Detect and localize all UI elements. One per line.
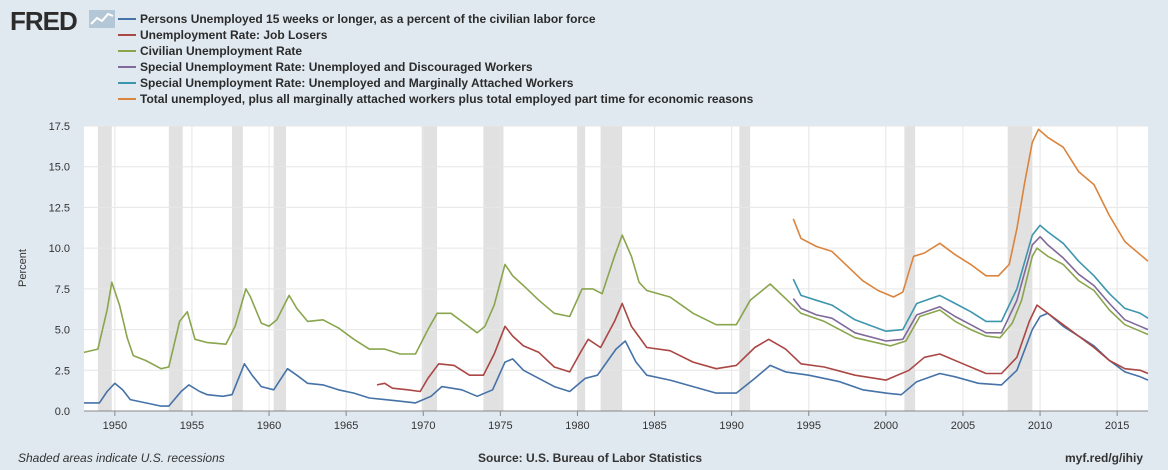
recession-band [577,126,586,411]
legend-item[interactable]: Total unemployed, plus all marginally at… [118,91,753,107]
legend-label: Civilian Unemployment Rate [140,44,303,58]
legend-item[interactable]: Civilian Unemployment Rate [118,43,753,59]
recession-shading [97,126,1033,411]
x-tick-label: 2005 [951,420,975,432]
x-tick-label: 1985 [642,420,666,432]
x-tick-label: 1955 [180,420,204,432]
recession-band [168,126,183,411]
source-text: Source: U.S. Bureau of Labor Statistics [478,451,703,465]
logo-text: FRED [10,6,78,36]
series-line [792,235,1149,342]
x-tick-label: 1950 [103,420,127,432]
x-tick-label: 1975 [488,420,512,432]
x-tick-label: 2015 [1105,420,1129,432]
legend-swatch [118,81,136,84]
chart-legend: Persons Unemployed 15 weeks or longer, a… [118,11,753,107]
legend-item[interactable]: Special Unemployment Rate: Unemployed an… [118,59,753,75]
y-tick-label: 10.0 [49,243,70,255]
series-line [83,234,1149,370]
legend-swatch [118,97,136,100]
legend-swatch [118,17,136,20]
legend-label: Total unemployed, plus all marginally at… [140,92,754,106]
series-lines [83,128,1149,407]
recession-band [273,126,287,411]
recession-band [739,126,751,411]
y-tick-label: 7.5 [55,284,70,296]
short-link[interactable]: myf.red/g/ihiy [1064,451,1143,465]
series-line [792,128,1149,298]
x-tick-label: 1980 [565,420,589,432]
recession-band [421,126,438,411]
x-tick-label: 1970 [411,420,435,432]
recession-band [483,126,504,411]
legend-swatch [118,33,136,36]
y-tick-label: 15.0 [49,162,70,174]
legend-label: Special Unemployment Rate: Unemployed an… [140,60,533,74]
recession-band [600,126,623,411]
series-line [376,302,1149,393]
x-tick-label: 1995 [797,420,821,432]
chart-canvas: 0.0 2.5 5.0 7.5 10.0 12.5 15.0 17.5 1950 1955 1960… [17,121,1149,432]
x-tick-label: 2010 [1028,420,1052,432]
y-tick-label: 0.0 [55,406,70,418]
legend-label: Persons Unemployed 15 weeks or longer, a… [140,12,596,26]
y-tick-label: 2.5 [55,365,70,377]
fred-logo[interactable]: FRED [10,6,118,36]
recession-band [97,126,112,411]
recession-band [232,126,243,411]
legend-swatch [118,49,136,52]
legend-item[interactable]: Persons Unemployed 15 weeks or longer, a… [118,11,753,27]
y-axis-label: Percent [17,249,29,287]
y-tick-label: 12.5 [49,202,70,214]
series-line [792,224,1149,333]
x-tick-label: 2000 [874,420,898,432]
legend-swatch [118,65,136,68]
series-line [84,312,1149,407]
legend-label: Unemployment Rate: Job Losers [140,28,328,42]
x-tick-label: 1990 [719,420,743,432]
y-tick-label: 17.5 [49,121,70,133]
y-tick-label: 5.0 [55,325,70,337]
axes: 0.0 2.5 5.0 7.5 10.0 12.5 15.0 17.5 1950 1955 1960… [49,121,1148,432]
x-tick-label: 1965 [334,420,358,432]
logo-graph-icon [89,10,115,28]
x-tick-label: 1960 [257,420,281,432]
legend-label: Special Unemployment Rate: Unemployed an… [140,76,574,90]
legend-item[interactable]: Unemployment Rate: Job Losers [118,27,753,43]
recession-note: Shaded areas indicate U.S. recessions [18,451,225,465]
legend-item[interactable]: Special Unemployment Rate: Unemployed an… [118,75,753,91]
